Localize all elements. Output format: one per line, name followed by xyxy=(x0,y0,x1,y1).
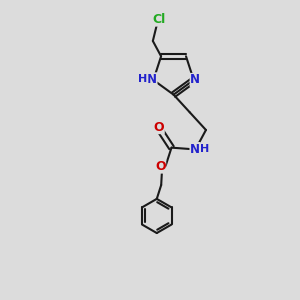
Text: O: O xyxy=(155,160,166,173)
Text: H: H xyxy=(200,144,210,154)
Text: N: N xyxy=(190,142,200,156)
Text: O: O xyxy=(154,121,164,134)
Text: H: H xyxy=(139,74,148,84)
Text: Cl: Cl xyxy=(152,13,166,26)
Text: N: N xyxy=(190,74,200,86)
Text: N: N xyxy=(147,73,157,86)
